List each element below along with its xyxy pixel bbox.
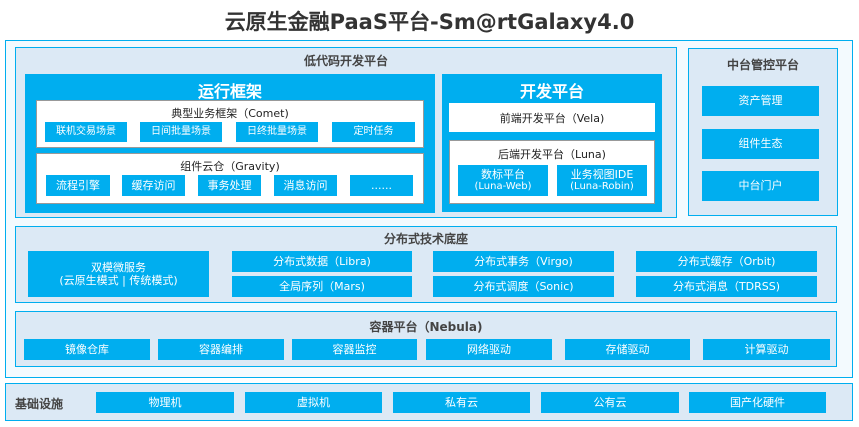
lowcode-title: 低代码开发平台: [303, 54, 388, 68]
luna-title: 后端开发平台（Luna): [498, 148, 606, 161]
comet-item: 联机交易场景: [45, 122, 127, 142]
runtime-title: 运行框架: [197, 82, 262, 101]
comet-item: 日间批量场景: [140, 122, 222, 142]
midplatform-item: 中台门户: [702, 171, 819, 201]
dual-title: 双模微服务: [91, 260, 146, 274]
comet-item: 日终批量场景: [236, 122, 318, 142]
gravity-title: 组件云仓（Gravity): [180, 160, 280, 173]
comet-item: 定时任务: [332, 122, 415, 142]
luna-robin-sub: (Luna-Robin): [570, 181, 634, 193]
container-item: 容器监控: [292, 339, 417, 360]
dev-title: 开发平台: [519, 82, 584, 101]
gravity-item: 事务处理: [198, 175, 261, 196]
container-item: 镜像仓库: [24, 339, 150, 360]
container-item: 计算驱动: [703, 339, 830, 360]
infra-item: 物理机: [96, 392, 234, 413]
container-item: 网络驱动: [426, 339, 552, 360]
distributed-item: 分布式调度（Sonic): [433, 276, 614, 297]
vela-box: 前端开发平台（Vela): [449, 103, 655, 132]
distributed-item: 分布式消息（TDRSS): [636, 276, 817, 297]
gravity-item: 消息访问: [274, 175, 337, 196]
diagram-title: 云原生金融PaaS平台-Sm@rtGalaxy4.0: [224, 10, 635, 34]
distributed-item: 分布式事务（Virgo): [433, 251, 614, 272]
infra-title: 基础设施: [15, 397, 64, 411]
luna-web-sub: (Luna-Web): [474, 181, 532, 193]
gravity-item: 流程引擎: [46, 175, 110, 196]
infra-item: 公有云: [541, 392, 679, 413]
distributed-item: 分布式数据（Libra): [232, 251, 412, 272]
comet-title: 典型业务框架（Comet): [171, 107, 289, 120]
container-item: 存储驱动: [565, 339, 690, 360]
distributed-item: 分布式缓存（Orbit): [636, 251, 817, 272]
dual-sub: (云原生模式 | 传统模式): [59, 274, 178, 287]
infra-item: 国产化硬件: [689, 392, 826, 413]
luna-web-name: 数标平台: [481, 167, 525, 181]
distributed-title: 分布式技术底座: [383, 232, 468, 246]
midplatform-title: 中台管控平台: [726, 58, 799, 72]
gravity-item: ......: [350, 175, 413, 196]
luna-web: 数标平台 (Luna-Web): [458, 165, 548, 196]
infra-item: 私有云: [393, 392, 530, 413]
luna-robin: 业务视图IDE (Luna-Robin): [557, 165, 647, 196]
luna-robin-name: 业务视图IDE: [570, 167, 634, 181]
container-title: 容器平台（Nebula): [369, 320, 483, 334]
infra-item: 虚拟机: [245, 392, 382, 413]
container-item: 容器编排: [158, 339, 284, 360]
midplatform-item: 组件生态: [702, 129, 819, 159]
dual-mode-microservice: 双模微服务 (云原生模式 | 传统模式): [28, 251, 209, 297]
midplatform-item: 资产管理: [702, 86, 819, 116]
gravity-item: 缓存访问: [122, 175, 185, 196]
distributed-item: 全局序列（Mars): [232, 276, 412, 297]
